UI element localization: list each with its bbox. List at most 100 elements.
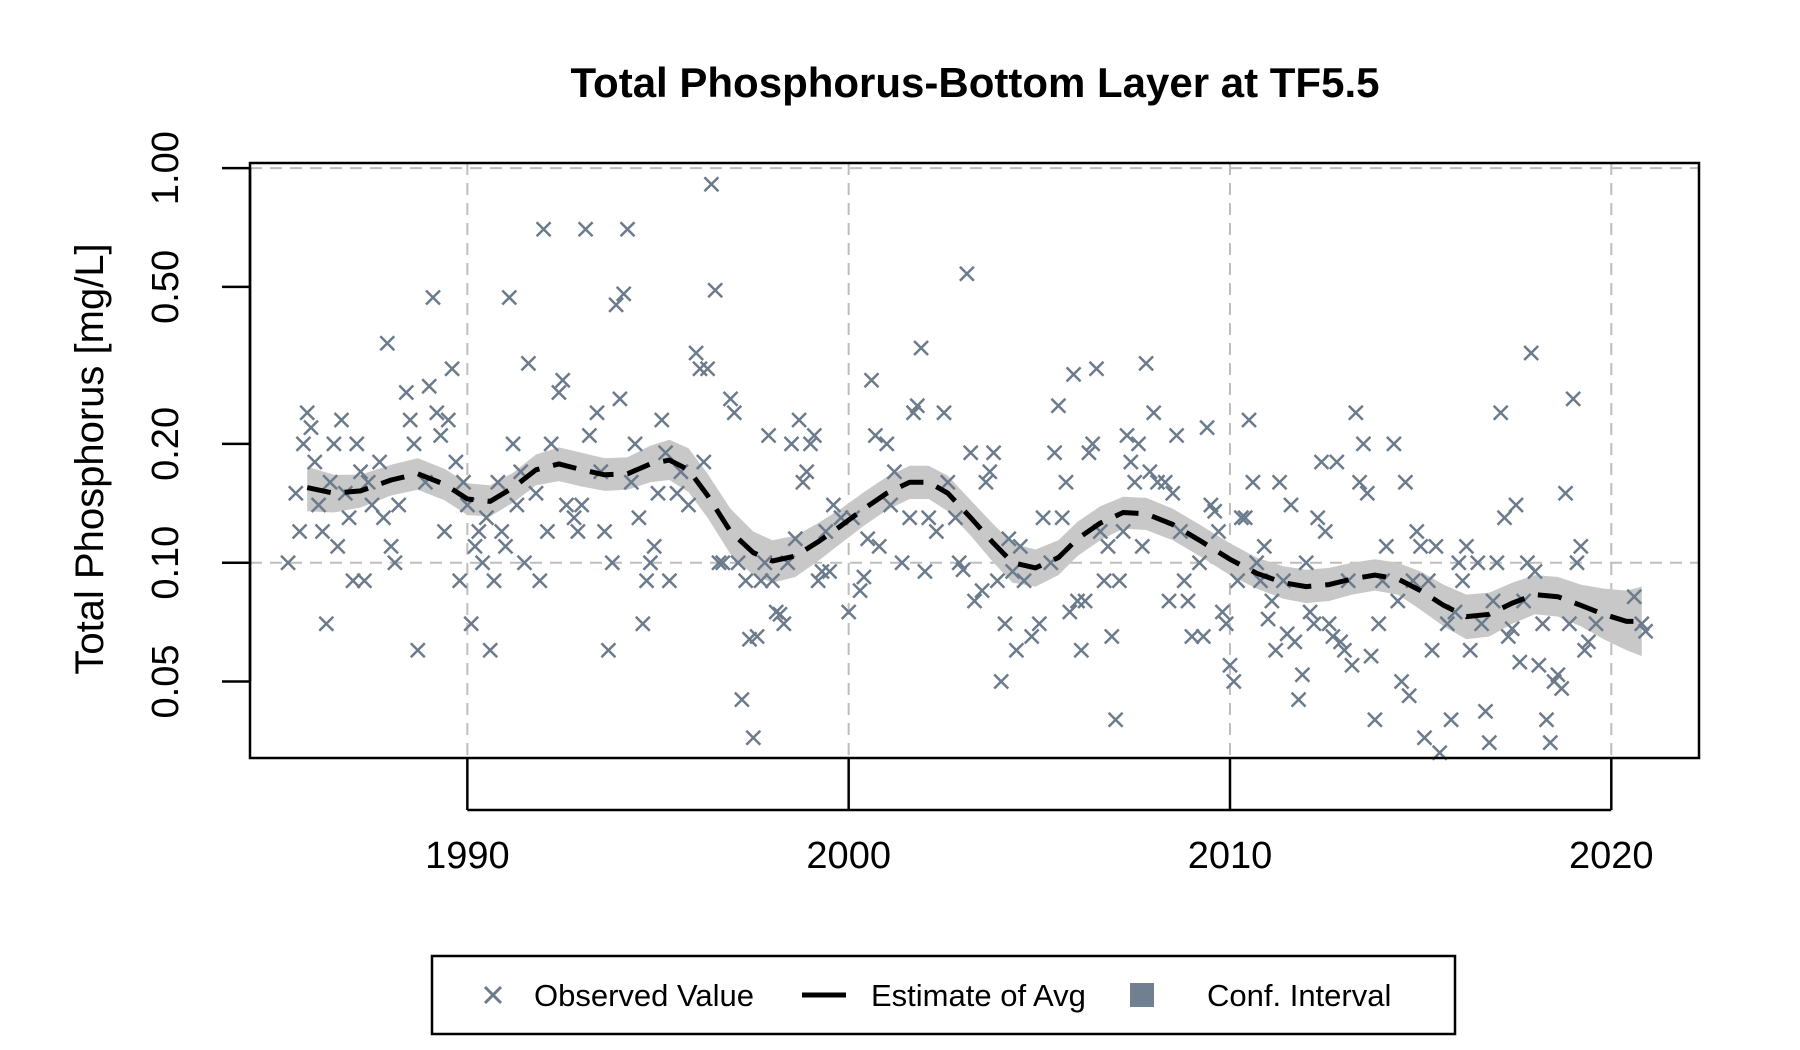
observed-point bbox=[1462, 642, 1479, 659]
observed-point bbox=[939, 474, 956, 491]
observed-point bbox=[1637, 623, 1654, 640]
observed-point bbox=[306, 454, 323, 470]
observed-point bbox=[1355, 436, 1372, 452]
observed-point bbox=[1492, 404, 1509, 421]
observed-point bbox=[1214, 604, 1231, 620]
x-tick-label: 1990 bbox=[425, 835, 510, 877]
observed-point bbox=[1500, 628, 1517, 645]
observed-point bbox=[1168, 427, 1185, 444]
observed-point bbox=[486, 572, 502, 589]
legend-label-observed: Observed Value bbox=[534, 978, 754, 1013]
observed-point bbox=[1210, 523, 1227, 540]
observed-point bbox=[1046, 444, 1063, 461]
observed-point bbox=[1386, 436, 1402, 452]
observed-point bbox=[1138, 355, 1154, 372]
observed-point bbox=[1260, 611, 1276, 627]
observed-point bbox=[1248, 554, 1265, 571]
observed-point bbox=[1439, 615, 1456, 632]
observed-point bbox=[573, 497, 590, 513]
observed-point bbox=[1633, 615, 1650, 632]
observed-point bbox=[497, 538, 514, 555]
observed-point bbox=[1122, 454, 1139, 470]
observed-point bbox=[1084, 436, 1101, 452]
observed-point bbox=[531, 572, 548, 589]
observed-point bbox=[692, 360, 708, 377]
observed-point bbox=[1393, 673, 1410, 690]
observed-point bbox=[409, 642, 426, 659]
observed-point bbox=[623, 474, 640, 491]
x-tick-label: 2020 bbox=[1569, 835, 1654, 877]
observed-point bbox=[482, 642, 499, 659]
observed-point bbox=[856, 569, 872, 585]
observed-point bbox=[1149, 474, 1166, 491]
observed-point bbox=[474, 554, 491, 571]
observed-point bbox=[1164, 485, 1181, 502]
observed-point bbox=[310, 497, 327, 513]
observed-point bbox=[1508, 497, 1524, 513]
observed-point bbox=[470, 523, 487, 540]
observed-point bbox=[1267, 642, 1284, 659]
observed-point bbox=[1420, 572, 1437, 589]
observed-point bbox=[913, 340, 929, 356]
observed-point bbox=[1096, 572, 1112, 589]
observed-point bbox=[821, 563, 838, 580]
observed-point bbox=[1157, 474, 1174, 491]
plot-area bbox=[248, 161, 1701, 761]
observed-point bbox=[421, 378, 438, 395]
observed-point bbox=[1229, 572, 1246, 589]
observed-point bbox=[1397, 474, 1414, 491]
observed-point bbox=[760, 427, 777, 444]
observed-point bbox=[734, 691, 750, 708]
observed-point bbox=[528, 485, 544, 502]
observed-point bbox=[955, 561, 971, 578]
grid bbox=[250, 163, 1699, 758]
observed-point bbox=[356, 572, 373, 589]
observed-point bbox=[1065, 366, 1082, 383]
observed-point bbox=[631, 509, 647, 526]
observed-point bbox=[1458, 538, 1475, 555]
observed-point bbox=[551, 384, 567, 401]
observed-point bbox=[989, 572, 1006, 589]
y-tick-label: 0.20 bbox=[145, 407, 187, 481]
observed-point bbox=[501, 289, 518, 306]
observed-point bbox=[619, 221, 636, 238]
observed-point bbox=[509, 497, 525, 513]
observed-point bbox=[1344, 657, 1360, 674]
observed-point bbox=[600, 642, 617, 659]
legend-label-estimate: Estimate of Avg bbox=[871, 978, 1086, 1013]
observed-point bbox=[348, 436, 365, 452]
observed-point bbox=[993, 673, 1010, 690]
observed-point bbox=[1195, 628, 1212, 645]
observed-point bbox=[1184, 628, 1200, 645]
observed-point bbox=[894, 554, 910, 571]
observed-point bbox=[981, 463, 998, 480]
observed-point bbox=[1107, 711, 1124, 728]
confidence-band bbox=[307, 439, 1642, 657]
observed-point bbox=[920, 509, 937, 526]
observed-point bbox=[1489, 554, 1505, 571]
observed-point bbox=[1054, 509, 1071, 526]
observed-point bbox=[1336, 642, 1353, 659]
observed-point bbox=[604, 554, 621, 571]
y-tick-label: 0.05 bbox=[145, 645, 187, 719]
observed-point bbox=[1115, 523, 1132, 540]
observed-point bbox=[997, 615, 1013, 632]
observed-point bbox=[352, 463, 369, 480]
observed-point bbox=[1481, 734, 1498, 751]
observed-point bbox=[1313, 454, 1330, 470]
observed-point bbox=[440, 412, 457, 428]
observed-point bbox=[581, 427, 598, 444]
observed-point bbox=[1576, 642, 1593, 659]
observed-point bbox=[1035, 509, 1051, 526]
legend-square-icon bbox=[1130, 983, 1154, 1007]
observed-point bbox=[1286, 634, 1303, 650]
legend: Observed Value Estimate of Avg Conf. Int… bbox=[430, 954, 1457, 1036]
observed-point bbox=[1538, 711, 1555, 728]
observed-point bbox=[570, 523, 586, 540]
observed-point bbox=[589, 404, 605, 421]
observed-point bbox=[1081, 444, 1097, 461]
observed-point bbox=[326, 436, 342, 452]
observed-point bbox=[650, 485, 666, 502]
observed-point bbox=[753, 572, 769, 589]
observed-point bbox=[878, 436, 895, 452]
